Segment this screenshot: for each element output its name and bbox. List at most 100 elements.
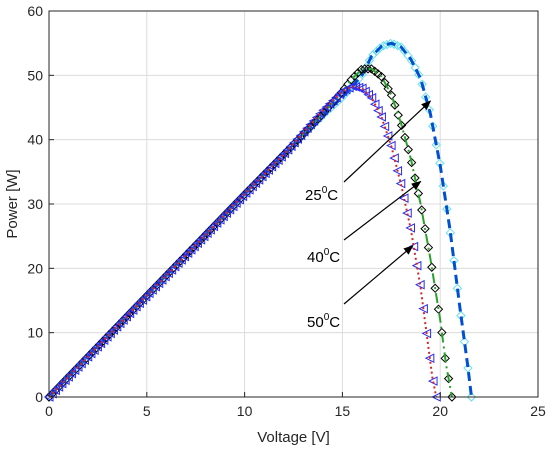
data-point-marker [202, 228, 212, 238]
data-point-marker [227, 201, 238, 212]
data-point-marker [375, 43, 385, 53]
temperature-annotations: 250C 400C 500C [305, 100, 432, 331]
data-point-marker [308, 116, 319, 126]
data-point-marker [111, 321, 122, 332]
data-point-marker [403, 144, 413, 155]
data-point-marker [134, 298, 144, 309]
data-point-marker [163, 268, 173, 279]
x-tick-label: 15 [335, 403, 351, 419]
y-tick-label: 10 [27, 325, 43, 341]
data-point-marker [143, 288, 154, 299]
data-point-marker [66, 368, 77, 379]
data-point-marker [237, 191, 248, 202]
data-point-marker [314, 108, 325, 119]
data-point-marker [211, 218, 222, 228]
data-point-marker [266, 161, 277, 172]
data-point-marker [260, 168, 270, 179]
x-tick-label: 20 [432, 403, 448, 419]
data-point-marker [89, 345, 99, 355]
data-point-marker [305, 119, 315, 130]
data-point-marker [295, 130, 306, 141]
series-2 [43, 81, 441, 402]
data-point-marker [166, 265, 177, 275]
data-point-marker [406, 56, 417, 66]
annotation-label: 500C [307, 312, 340, 331]
data-point-marker [430, 283, 440, 293]
data-point-marker [176, 255, 186, 265]
data-point-marker [364, 55, 375, 66]
grid [49, 11, 538, 397]
data-point-marker [114, 318, 125, 329]
data-point-marker [410, 63, 420, 73]
data-point-marker [205, 225, 215, 235]
data-point-marker [137, 295, 148, 305]
data-point-marker [356, 83, 367, 94]
data-point-marker [292, 134, 303, 144]
data-point-marker [390, 100, 400, 110]
y-axis-label: Power [W] [4, 169, 21, 238]
y-tick-label: 20 [27, 260, 43, 276]
data-point-marker [353, 82, 364, 93]
data-point-marker [289, 137, 299, 148]
data-point-marker [285, 141, 296, 152]
data-point-marker [247, 181, 257, 192]
data-point-marker [234, 194, 244, 205]
data-point-marker [69, 365, 80, 376]
y-tick-label: 60 [27, 3, 43, 19]
data-point-marker [363, 64, 373, 74]
series-layer [43, 38, 477, 402]
y-tick-label: 30 [27, 196, 43, 212]
data-point-marker [321, 102, 332, 112]
data-point-marker [79, 355, 90, 366]
x-tick-label: 0 [45, 403, 53, 419]
data-point-marker [318, 105, 328, 116]
data-point-marker [140, 291, 151, 302]
data-point-marker [463, 363, 473, 373]
data-point-marker [392, 165, 403, 176]
data-point-marker [282, 145, 293, 155]
data-point-marker [47, 388, 57, 399]
data-point-marker [393, 110, 403, 120]
data-point-marker [363, 89, 374, 100]
data-point-marker [250, 178, 261, 188]
data-point-marker [214, 214, 225, 225]
data-point-marker [82, 352, 93, 362]
annotation-label: 400C [307, 247, 340, 266]
data-point-marker [121, 311, 131, 322]
data-point-marker [427, 262, 437, 272]
data-point-marker [420, 224, 430, 234]
x-tick-label: 5 [143, 403, 151, 419]
data-point-marker [273, 155, 283, 165]
x-tick-label: 25 [530, 403, 546, 419]
annotation-1: 400C [307, 180, 422, 266]
series-1-line [48, 67, 453, 398]
data-point-marker [263, 165, 273, 175]
data-point-marker [185, 245, 196, 255]
data-point-marker [101, 332, 112, 342]
data-point-marker [400, 132, 410, 143]
data-point-marker [346, 75, 356, 85]
data-point-marker [334, 89, 344, 100]
data-point-marker [269, 158, 280, 169]
data-point-marker [256, 171, 267, 182]
data-point-marker [76, 358, 86, 369]
data-point-marker [95, 338, 106, 349]
data-point-marker [357, 69, 368, 80]
data-point-marker [192, 238, 202, 248]
data-point-marker [169, 261, 180, 272]
data-point-marker [253, 175, 264, 185]
data-point-marker [60, 375, 70, 386]
y-tick-label: 40 [27, 132, 43, 148]
data-point-marker [208, 221, 219, 232]
data-point-marker [331, 92, 341, 103]
annotation-arrow [343, 100, 432, 183]
data-point-marker [385, 38, 396, 49]
data-point-marker [350, 82, 361, 92]
data-point-marker [150, 281, 161, 292]
data-point-marker [221, 208, 232, 218]
data-point-marker [147, 285, 157, 295]
data-point-marker [218, 211, 228, 222]
data-point-marker [383, 84, 393, 94]
data-point-marker [311, 112, 322, 123]
